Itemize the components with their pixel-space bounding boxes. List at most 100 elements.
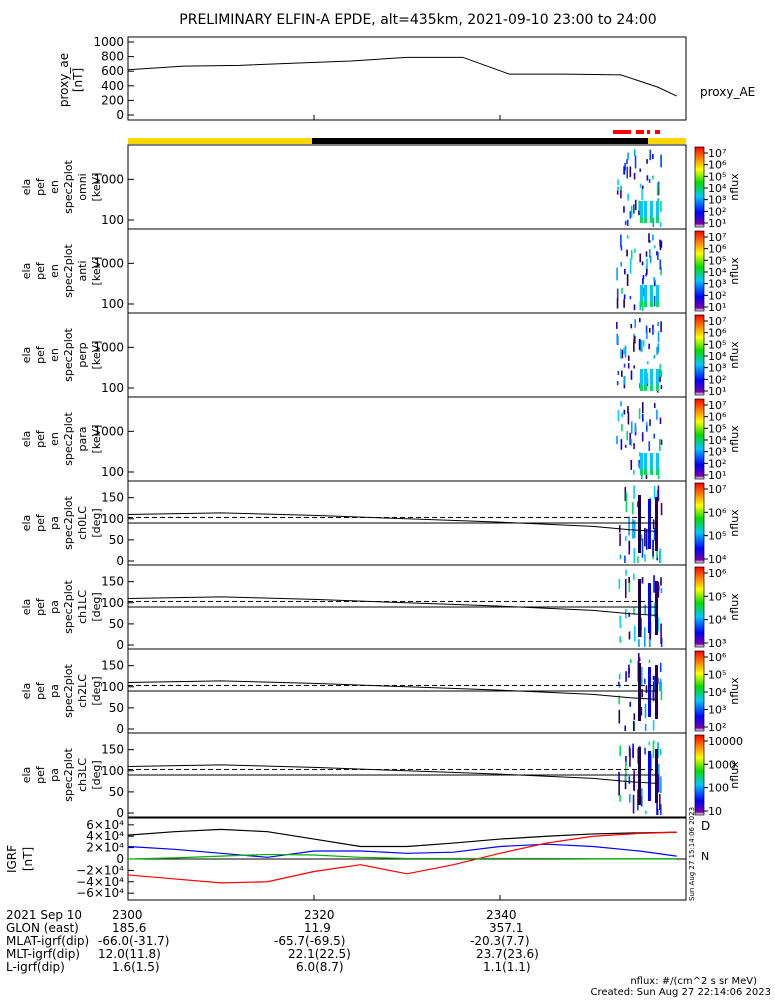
colorbar-unit-label: nflux — [728, 341, 741, 369]
spectrogram-pixel — [630, 370, 633, 380]
colorbar — [694, 398, 705, 480]
spectrogram-pixel — [627, 193, 629, 201]
spectrogram-pixel — [659, 678, 662, 685]
footer-value: 357.1 — [489, 921, 524, 935]
spectrogram-pixel — [621, 287, 623, 294]
footer-value: -65.7(-69.5) — [274, 934, 346, 948]
spectrogram-pixel — [632, 748, 634, 757]
spectrogram-pixel — [637, 653, 640, 667]
spectrogram-pixel — [645, 685, 648, 694]
pitch-angle-panel-label-line: pa — [48, 768, 61, 782]
spectrogram-pixel — [657, 252, 659, 260]
footer-value: 1.6(1.5) — [112, 960, 160, 974]
spectrogram-pixel — [618, 684, 621, 688]
pitch-angle-panel-label-line: pa — [48, 600, 61, 614]
spectrogram-pixel — [656, 182, 659, 196]
colorbar-tick-label: 10⁴ — [708, 553, 727, 566]
igrf-side-stamp: Sun Aug 27 15:14:06 2023 — [688, 807, 696, 901]
energy-y-tick-label: 100 — [101, 297, 124, 311]
spectrogram-pixel — [644, 604, 646, 615]
loss-cone-line — [127, 596, 659, 616]
spectrogram-pixel — [656, 544, 658, 559]
pitch-angle-panel-label-line: [deg] — [90, 760, 103, 789]
spectrogram-pixel — [619, 533, 621, 546]
colorbar-tick-label: 10¹ — [708, 469, 726, 482]
spectrogram-pixel — [646, 268, 648, 275]
energy-panel-label-line: spec2plot — [62, 244, 75, 298]
spectrogram-pixel — [633, 338, 635, 352]
data-flag-mark — [647, 130, 650, 134]
spectrogram-pixel — [628, 794, 631, 803]
spectrogram-pixel — [630, 250, 633, 260]
spectrogram-pixel — [650, 385, 653, 391]
spectrogram-pixel — [644, 703, 647, 719]
colorbar — [694, 146, 705, 228]
spectrogram-pixel — [626, 249, 628, 257]
colorbar-tick-label: 10⁶ — [708, 243, 727, 256]
energy-panel-frame — [127, 228, 687, 314]
spectrogram-pixel — [640, 666, 643, 687]
spectrogram-pixel — [659, 438, 661, 452]
science-zone-bar — [312, 138, 648, 144]
spectrogram-pixel — [659, 239, 661, 247]
colorbar-tick-label: 10⁷ — [708, 231, 726, 244]
spectrogram-pixel — [633, 607, 635, 614]
spectrogram-pixel — [624, 555, 626, 563]
pitch-angle-y-tick-label: 150 — [101, 491, 124, 505]
footer-value: 12.0(11.8) — [98, 947, 161, 961]
spectrogram-pixel — [650, 285, 653, 307]
colorbar-tick-label: 10¹ — [708, 301, 726, 314]
spectrogram-pixel — [625, 761, 627, 783]
spectrogram-pixel — [657, 181, 660, 189]
igrf-series-line — [127, 831, 677, 884]
spectrogram-pixel — [634, 248, 636, 253]
igrf-legend-n: N — [701, 850, 709, 863]
colorbar-tick-label: 10⁶ — [708, 651, 727, 664]
spectrogram-pixel — [644, 678, 646, 684]
spectrogram-pixel — [660, 577, 662, 586]
spectrogram-pixel — [630, 421, 633, 434]
colorbar-tick-label: 10² — [708, 373, 726, 386]
spectrogram-pixel — [650, 369, 653, 391]
spectrogram-pixel — [630, 205, 633, 218]
spectrogram-pixel — [633, 335, 636, 344]
spectrogram-pixel — [623, 347, 625, 355]
spectrogram-pixel — [656, 251, 658, 256]
spectrogram-pixel — [618, 681, 620, 685]
spectrogram-pixel — [652, 217, 655, 227]
energy-panel-label-line: [keV] — [90, 257, 103, 286]
spectrogram-pixel — [627, 355, 630, 361]
pitch-angle-panel-label-line: ela — [20, 683, 33, 700]
spectrogram-pixel — [657, 343, 660, 353]
colorbar-tick-label: 10⁵ — [708, 254, 726, 267]
colorbar-tick-label: 10⁵ — [708, 590, 726, 603]
spectrogram-pixel — [657, 331, 660, 343]
spectrogram-pixel — [632, 502, 634, 515]
spectrogram-pixel — [629, 166, 632, 177]
spectrogram-pixel — [653, 402, 656, 409]
spectrogram-pixel — [616, 298, 619, 309]
spectrogram-pixel — [633, 713, 636, 720]
colorbar — [694, 230, 705, 312]
spectrogram-pixel — [639, 452, 641, 457]
spectrogram-pixel — [637, 661, 639, 682]
colorbar-tick-label: 10⁶ — [708, 567, 727, 580]
colorbar-tick-label: 10⁵ — [708, 338, 726, 351]
colorbar-tick-label: 10⁶ — [708, 411, 727, 424]
spectrogram-pixel — [616, 333, 619, 345]
colorbar-tick-label: 10³ — [708, 278, 726, 291]
spectrogram-pixel — [618, 579, 621, 589]
spectrogram-pixel — [653, 433, 656, 439]
spectrogram-pixel — [616, 435, 618, 445]
spectrogram-pixel — [626, 430, 629, 441]
igrf-series-line — [127, 828, 677, 848]
igrf-legend-d: D — [701, 819, 710, 833]
spectrogram-pixel — [616, 190, 619, 195]
spectrogram-pixel — [633, 625, 636, 642]
pitch-angle-y-tick-label: 150 — [101, 743, 124, 757]
pitch-angle-panel-label-line: pef — [34, 513, 47, 532]
spectrogram-pixel — [619, 615, 621, 623]
science-zone-bar — [128, 138, 312, 144]
created-stamp: Created: Sun Aug 27 22:14:06 2023 — [590, 987, 771, 998]
spectrogram-pixel — [648, 441, 651, 451]
